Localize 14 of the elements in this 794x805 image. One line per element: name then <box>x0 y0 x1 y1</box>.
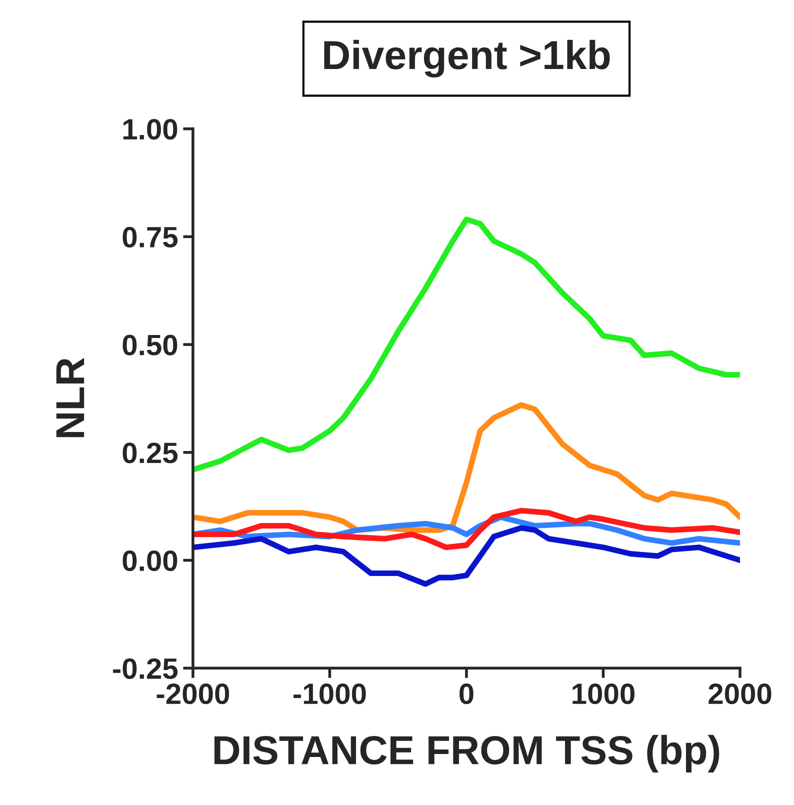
x-axis-title: DISTANCE FROM TSS (bp) <box>214 734 720 772</box>
y-tick-label: 1.00 <box>123 119 178 140</box>
x-tick-label: -2000 <box>156 684 230 704</box>
x-tick-label: 0 <box>460 684 474 704</box>
x-tick-label: 2000 <box>708 684 772 704</box>
x-tick-label: -1000 <box>294 684 366 704</box>
x-tick-label: 1000 <box>572 684 634 704</box>
y-tick-label: -0.25 <box>113 658 178 680</box>
y-tick-label: 0.50 <box>122 334 178 356</box>
y-tick-label: 0.25 <box>122 442 178 464</box>
chart-title: Divergent >1kb <box>324 40 610 78</box>
y-tick-label: 0.00 <box>122 550 178 572</box>
y-axis-title: NLR <box>56 358 84 438</box>
y-tick-label: 0.75 <box>122 226 178 248</box>
